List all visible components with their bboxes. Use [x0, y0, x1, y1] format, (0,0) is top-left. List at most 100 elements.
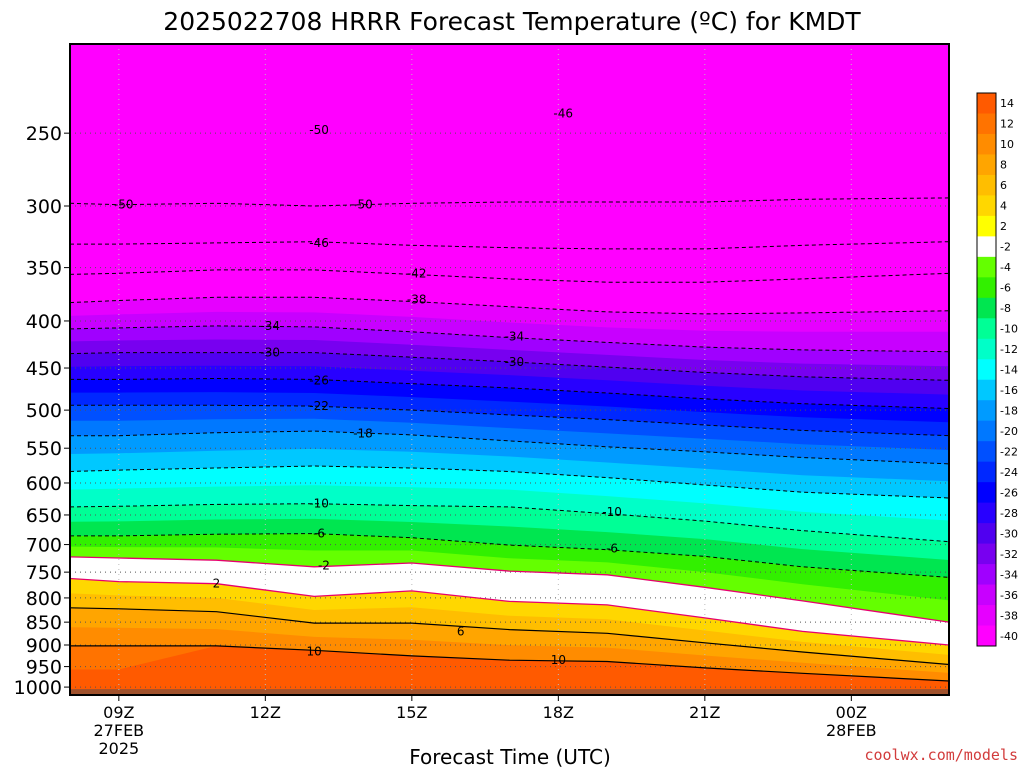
- colorbar-label: 4: [1000, 200, 1007, 213]
- colorbar-label: 8: [1000, 159, 1007, 172]
- colorbar: 14 12 10 8 6 4 2 -2 -4 -6 -8 -10 -12 -14 -16 -18 -20 -22 -…: [976, 92, 1018, 647]
- colorbar-swatch: [977, 236, 996, 258]
- y-tick-label: 300: [26, 196, 62, 218]
- contour-label: -42: [407, 266, 427, 280]
- colorbar-swatch: [977, 359, 996, 381]
- contour-label: -50: [309, 123, 329, 137]
- colorbar-swatch: [977, 256, 996, 278]
- colorbar-swatch: [977, 174, 996, 196]
- colorbar-label: -12: [1000, 343, 1018, 356]
- colorbar-swatch: [977, 195, 996, 217]
- contour-label: -46: [309, 236, 329, 250]
- colorbar-swatch: [977, 584, 996, 606]
- colorbar-swatch: [977, 523, 996, 545]
- colorbar-label: -32: [1000, 548, 1018, 561]
- temperature-fill-layer: [70, 44, 949, 695]
- x-tick-label: 12Z: [250, 703, 281, 722]
- x-tick-label: 18Z: [543, 703, 574, 722]
- colorbar-label: 10: [1000, 138, 1014, 151]
- colorbar-label: -38: [1000, 609, 1018, 622]
- contour-label: 6: [457, 624, 465, 638]
- x-tick-date: 27FEB: [94, 721, 145, 740]
- colorbar-label: -18: [1000, 404, 1018, 417]
- isotherm-layer: [70, 197, 949, 682]
- colorbar-swatch: [977, 441, 996, 463]
- colorbar-swatch: [977, 93, 996, 114]
- plot-frame: [69, 43, 950, 696]
- contour-label: -6: [313, 527, 325, 541]
- colorbar-swatch: [977, 400, 996, 422]
- contour-label: -50: [114, 198, 134, 212]
- colorbar-label: -22: [1000, 445, 1018, 458]
- contour-label: -50: [353, 198, 373, 212]
- y-tick-label: 800: [26, 588, 62, 610]
- colorbar-label: 6: [1000, 179, 1007, 192]
- contour-label: -18: [353, 426, 373, 440]
- y-tick-label: 650: [26, 505, 62, 527]
- colorbar-swatch: [977, 154, 996, 176]
- colorbar-label: -28: [1000, 507, 1018, 520]
- colorbar-label: -24: [1000, 466, 1018, 479]
- colorbar-label: -26: [1000, 486, 1018, 499]
- grid-layer: [70, 44, 949, 695]
- y-tick-label: 500: [26, 400, 62, 422]
- isotherm-2: [70, 577, 949, 646]
- colorbar-swatch: [977, 461, 996, 483]
- y-tick-label: 250: [26, 123, 62, 145]
- y-tick-label: 450: [26, 358, 62, 380]
- colorbar-swatch: [977, 482, 996, 504]
- colorbar-label: -8: [1000, 302, 1011, 315]
- colorbar-label: 2: [1000, 220, 1007, 233]
- y-tick-label: 600: [26, 473, 62, 495]
- x-tick-label: 09Z: [103, 703, 134, 722]
- y-tick-label: 550: [26, 438, 62, 460]
- colorbar-label: -16: [1000, 384, 1018, 397]
- isotherm-6: [70, 607, 949, 666]
- y-axis: 2503003504004505005506006507007508008509…: [14, 123, 70, 699]
- colorbar-frame: [976, 92, 997, 647]
- colorbar-swatch: [977, 625, 996, 647]
- contour-label: 2: [213, 577, 221, 591]
- colorbar-swatch: [977, 420, 996, 442]
- contour-label: -22: [309, 399, 329, 413]
- colorbar-swatch: [977, 502, 996, 524]
- colorbar-label: -10: [1000, 323, 1018, 336]
- colorbar-label: 14: [1000, 97, 1014, 110]
- contour-label: -30: [505, 355, 525, 369]
- contour-label: -6: [606, 542, 618, 556]
- contour-label: 10: [307, 645, 322, 659]
- colorbar-label: -6: [1000, 282, 1011, 295]
- x-tick-label: 15Z: [396, 703, 427, 722]
- colorbar-swatch: [977, 564, 996, 586]
- y-tick-label: 700: [26, 535, 62, 557]
- contour-label: -30: [260, 346, 280, 360]
- x-tick-date: 28FEB: [826, 721, 877, 740]
- colorbar-label: -34: [1000, 568, 1018, 581]
- contour-label: -38: [407, 292, 427, 306]
- contour-label: -46: [553, 107, 573, 121]
- colorbar-label: -20: [1000, 425, 1018, 438]
- source-credit: coolwx.com/models: [864, 746, 1018, 764]
- colorbar-swatch: [977, 318, 996, 340]
- y-tick-label: 950: [26, 657, 62, 679]
- contour-label: -26: [309, 373, 329, 387]
- colorbar-swatch: [977, 113, 996, 135]
- y-tick-label: 350: [26, 258, 62, 280]
- colorbar-label: -14: [1000, 364, 1018, 377]
- ground-below-surface: [70, 689, 949, 695]
- y-tick-label: 850: [26, 612, 62, 634]
- chart-title: 2025022708 HRRR Forecast Temperature (ºC…: [163, 7, 861, 36]
- colorbar-label: 12: [1000, 118, 1014, 131]
- colorbar-swatch: [977, 543, 996, 565]
- colorbar-swatch: [977, 605, 996, 627]
- y-tick-label: 400: [26, 311, 62, 333]
- x-axis-label: Forecast Time (UTC): [409, 745, 611, 768]
- colorbar-label: -30: [1000, 527, 1018, 540]
- x-tick-label: 21Z: [689, 703, 720, 722]
- x-tick-label: 00Z: [836, 703, 867, 722]
- contour-label: 10: [551, 653, 566, 667]
- colorbar-swatch: [977, 379, 996, 401]
- colorbar-label: -4: [1000, 261, 1011, 274]
- colorbar-swatch: [977, 277, 996, 299]
